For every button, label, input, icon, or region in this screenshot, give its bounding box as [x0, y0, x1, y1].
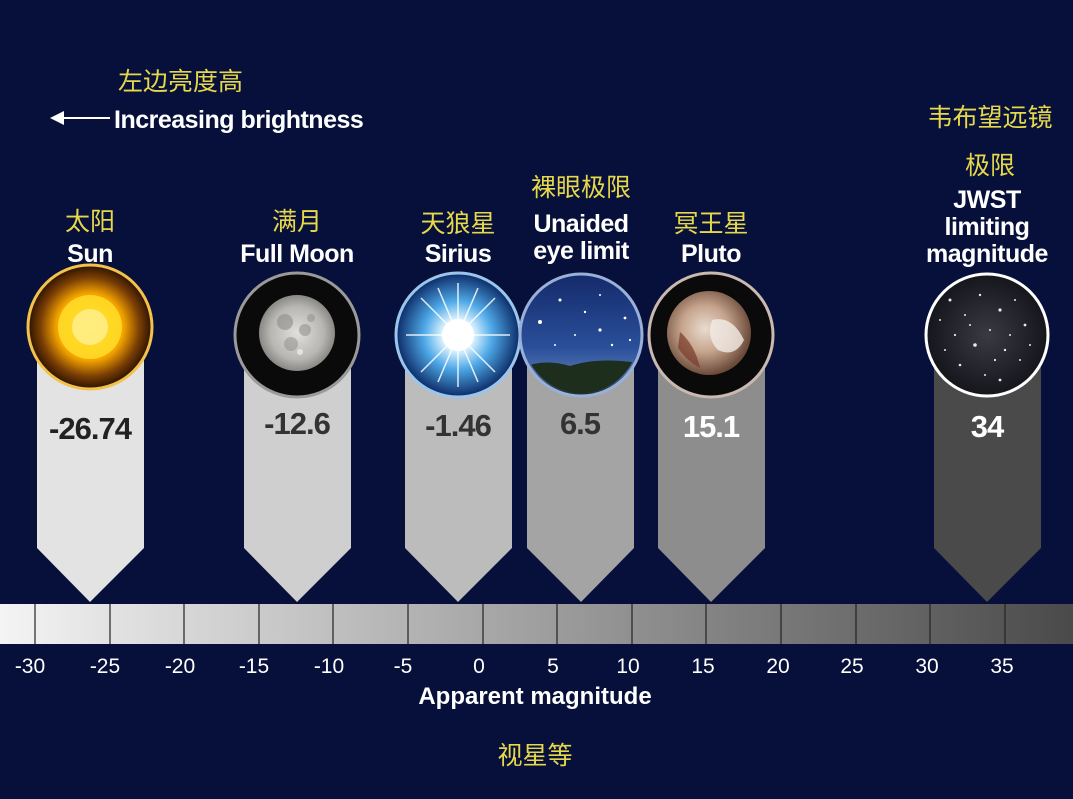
eye-limit-magnitude: 6.5 — [559, 406, 601, 441]
tick-label: -25 — [89, 655, 121, 678]
sun-label-en: Sun — [67, 240, 113, 268]
jwst-label-cn: 韦布望远镜极限 — [927, 104, 1053, 180]
left-arrow-icon — [50, 111, 110, 125]
scale-dividers — [34, 604, 1006, 644]
tick-label: 35 — [990, 655, 1014, 678]
tick-label: 10 — [616, 655, 640, 678]
axis-label-en: Apparent magnitude — [418, 683, 652, 710]
tick-label: -20 — [164, 655, 196, 678]
moon-icon — [233, 271, 361, 399]
tick-label: -15 — [238, 655, 270, 678]
axis-label-cn: 视星等 — [497, 742, 573, 770]
tick-label: 15 — [691, 655, 715, 678]
star-field-icon — [924, 272, 1050, 398]
pluto-label-en: Pluto — [681, 240, 742, 268]
star-icon — [394, 271, 522, 399]
pointer-sun — [37, 320, 144, 602]
tick-label: -5 — [393, 655, 413, 678]
eye-limit-label-cn: 裸眼极限 — [530, 174, 631, 202]
jwst-magnitude: 34 — [970, 409, 1004, 444]
tick-label: 25 — [840, 655, 864, 678]
moon-magnitude: -12.6 — [264, 406, 331, 441]
tick-label: 20 — [766, 655, 790, 678]
sun-icon — [26, 263, 154, 391]
brightness-label-en: Increasing brightness — [114, 106, 364, 134]
magnitude-scale-bar — [0, 604, 1073, 644]
tick-label: 5 — [547, 655, 559, 678]
sirius-label-en: Sirius — [424, 240, 492, 268]
pluto-icon — [647, 271, 775, 399]
sun-label-cn: 太阳 — [64, 208, 115, 236]
tick-label: -10 — [313, 655, 345, 678]
tick-label: 0 — [473, 655, 485, 678]
eye-limit-label-en: Unaided eye limit — [533, 210, 629, 265]
tick-label: 30 — [915, 655, 939, 678]
tick-label: -30 — [14, 655, 46, 678]
jwst-label-en: JWST limiting magnitude — [926, 186, 1048, 268]
sun-magnitude: -26.74 — [49, 411, 132, 446]
brightness-label-cn: 左边亮度高 — [118, 68, 244, 96]
sirius-magnitude: -1.46 — [425, 408, 492, 443]
sirius-label-cn: 天狼星 — [420, 210, 496, 238]
moon-label-en: Full Moon — [240, 240, 354, 268]
pluto-label-cn: 冥王星 — [673, 210, 749, 238]
pluto-magnitude: 15.1 — [682, 409, 740, 444]
moon-label-cn: 满月 — [271, 208, 322, 236]
